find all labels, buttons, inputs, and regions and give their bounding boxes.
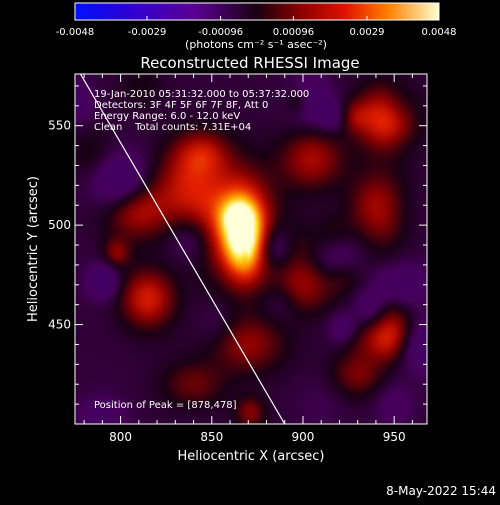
chart-title: Reconstructed RHESSI Image — [140, 54, 359, 72]
colorbar-tick-label: -0.0048 — [56, 27, 95, 38]
y-tick-label: 500 — [48, 218, 71, 232]
x-axis-label: Heliocentric X (arcsec) — [178, 449, 325, 464]
x-tick-label: 900 — [292, 430, 315, 444]
footer-timestamp: 8-May-2022 15:44 — [386, 484, 496, 498]
colorbar-tick-label: -0.0029 — [128, 27, 167, 38]
colorbar-ticks: -0.0048 -0.0029 -0.00096 0.00096 0.0029 0.004… — [56, 16, 457, 38]
annotation-energy: Energy Range: 6.0 - 12.0 keV — [94, 111, 240, 122]
y-axis-ticks: 450 500 550 — [48, 85, 427, 425]
peak-position-label: Position of Peak = [878,478] — [94, 400, 237, 411]
x-tick-label: 850 — [200, 430, 223, 444]
colorbar-tick-label: 0.00096 — [273, 27, 314, 38]
plot-area: 800 850 900 950 450 500 550 — [48, 73, 428, 444]
y-tick-label: 450 — [48, 318, 71, 332]
y-tick-label: 550 — [48, 119, 71, 133]
colorbar-tick-label: -0.00096 — [198, 27, 243, 38]
colorbar — [74, 2, 440, 21]
annotation-counts: Clean Total counts: 7.31E+04 — [94, 122, 251, 133]
colorbar-units: (photons cm⁻² s⁻¹ asec⁻²) — [185, 38, 327, 51]
colorbar-tick-label: 0.0048 — [422, 27, 457, 38]
plot-frame — [74, 73, 428, 425]
limb-line — [79, 74, 286, 424]
y-axis-label: Heliocentric Y (arcsec) — [26, 176, 41, 322]
x-tick-label: 800 — [109, 430, 132, 444]
annotation-detectors: Detectors: 3F 4F 5F 6F 7F 8F, Att 0 — [94, 100, 268, 111]
colorbar-tick-label: 0.0029 — [349, 27, 384, 38]
x-axis-ticks: 800 850 900 950 — [83, 74, 413, 444]
annotation-time: 19-Jan-2010 05:31:32.000 to 05:37:32.000 — [94, 89, 309, 100]
x-tick-label: 950 — [383, 430, 406, 444]
